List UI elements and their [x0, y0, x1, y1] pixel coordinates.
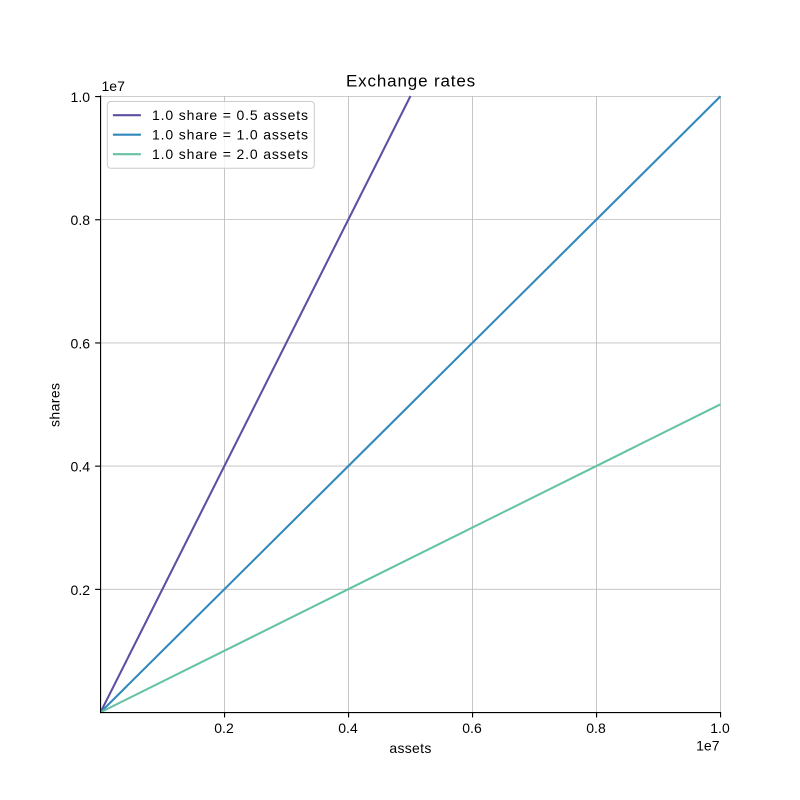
svg-text:0.8: 0.8	[71, 212, 91, 228]
svg-text:0.2: 0.2	[71, 582, 91, 598]
svg-text:0.8: 0.8	[586, 720, 606, 736]
svg-text:assets: assets	[389, 740, 431, 756]
svg-text:shares: shares	[47, 383, 63, 427]
svg-text:0.6: 0.6	[462, 720, 482, 736]
svg-text:1.0 share = 0.5 assets: 1.0 share = 0.5 assets	[152, 107, 309, 123]
svg-text:1.0: 1.0	[71, 89, 91, 105]
svg-text:1e7: 1e7	[696, 738, 720, 754]
svg-text:1.0 share = 1.0 assets: 1.0 share = 1.0 assets	[152, 127, 309, 143]
svg-text:Exchange rates: Exchange rates	[346, 72, 476, 91]
svg-text:0.4: 0.4	[71, 459, 91, 475]
svg-text:1.0: 1.0	[710, 720, 730, 736]
svg-text:0.2: 0.2	[214, 720, 234, 736]
svg-text:0.4: 0.4	[338, 720, 358, 736]
svg-text:1.0 share = 2.0 assets: 1.0 share = 2.0 assets	[152, 146, 309, 162]
svg-text:1e7: 1e7	[102, 78, 126, 94]
svg-text:0.6: 0.6	[71, 335, 91, 351]
